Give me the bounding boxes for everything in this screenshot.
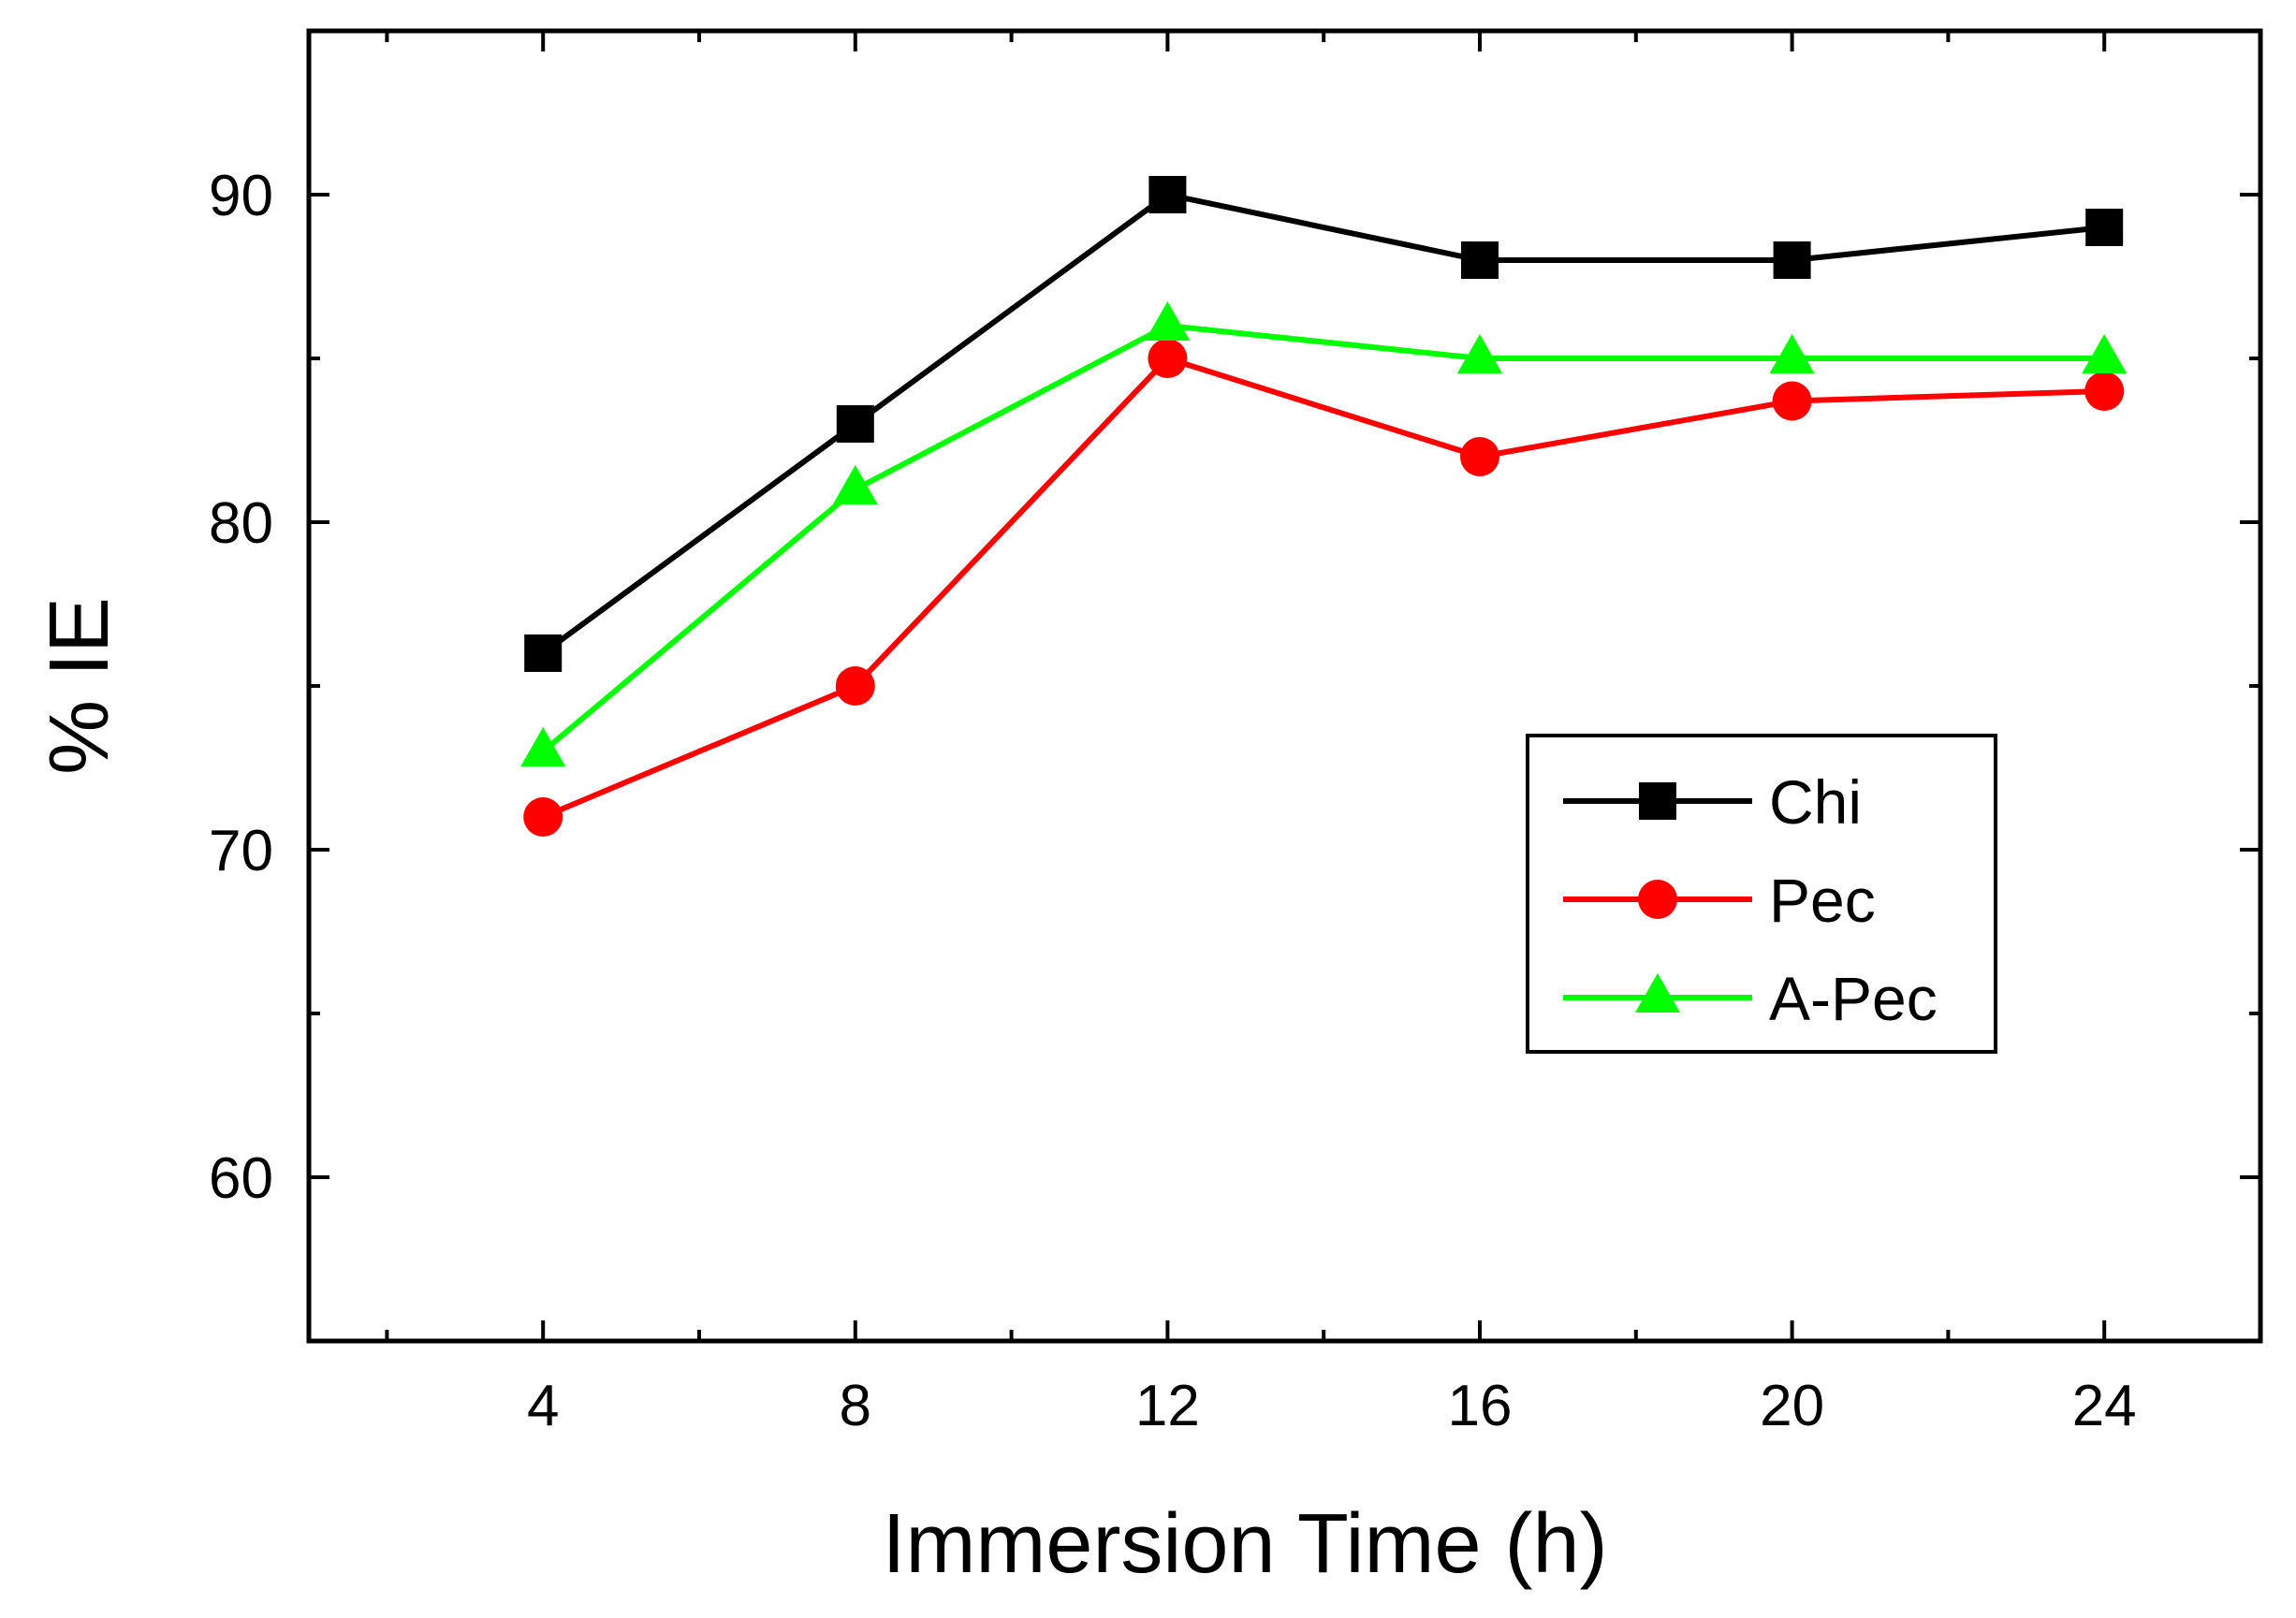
data-point-pec: [523, 797, 563, 837]
data-point-pec: [835, 666, 875, 706]
y-tick-label: 90: [209, 164, 273, 228]
series-layer: [520, 176, 2128, 837]
data-point-pec: [2084, 372, 2125, 411]
x-axis-title: Immersion Time (h): [882, 1497, 1607, 1591]
data-point-pec: [1460, 437, 1499, 476]
x-tick-label: 4: [527, 1374, 559, 1438]
y-axis-title: % IE: [33, 597, 126, 775]
data-point-chi: [1773, 241, 1811, 279]
series-line-chi: [541, 192, 2105, 656]
plot-frame: [306, 28, 2263, 1344]
legend-marker-chi: [1639, 782, 1676, 820]
data-point-a-pec: [1145, 300, 1191, 341]
series-line-pec: [542, 356, 2105, 820]
x-tick-label: 8: [840, 1374, 871, 1438]
x-tick-label: 16: [1448, 1374, 1513, 1438]
legend-label-chi: Chi: [1769, 767, 1862, 837]
data-point-pec: [1772, 381, 1812, 421]
data-point-chi: [1148, 176, 1187, 213]
legend-marker-pec: [1638, 880, 1677, 919]
legend-label-a-pec: A-Pec: [1769, 964, 1938, 1033]
data-point-a-pec: [1769, 333, 1815, 373]
data-point-a-pec: [832, 464, 878, 504]
data-point-chi: [1461, 241, 1499, 279]
y-tick-label: 80: [209, 491, 273, 556]
data-point-chi: [524, 634, 563, 672]
data-point-a-pec: [520, 726, 566, 766]
data-point-a-pec: [1457, 333, 1502, 373]
data-point-chi: [2085, 209, 2124, 246]
data-point-chi: [836, 405, 874, 443]
y-tick-label: 70: [209, 819, 273, 883]
data-point-a-pec: [2082, 333, 2128, 373]
x-tick-label: 20: [1760, 1374, 1824, 1438]
x-tick-label: 12: [1135, 1374, 1200, 1438]
legend-marker-a-pec: [1635, 972, 1680, 1013]
legend: Chi Pec A-Pec: [1526, 734, 1997, 1054]
legend-label-pec: Pec: [1769, 866, 1876, 935]
axis-ticks: 4 8 12 16 20 24 60 70 80 90: [209, 31, 2260, 1438]
x-tick-label: 24: [2072, 1374, 2137, 1438]
series-line-a-pec: [541, 323, 2105, 754]
data-point-pec: [1148, 339, 1188, 378]
y-tick-label: 60: [209, 1146, 273, 1211]
